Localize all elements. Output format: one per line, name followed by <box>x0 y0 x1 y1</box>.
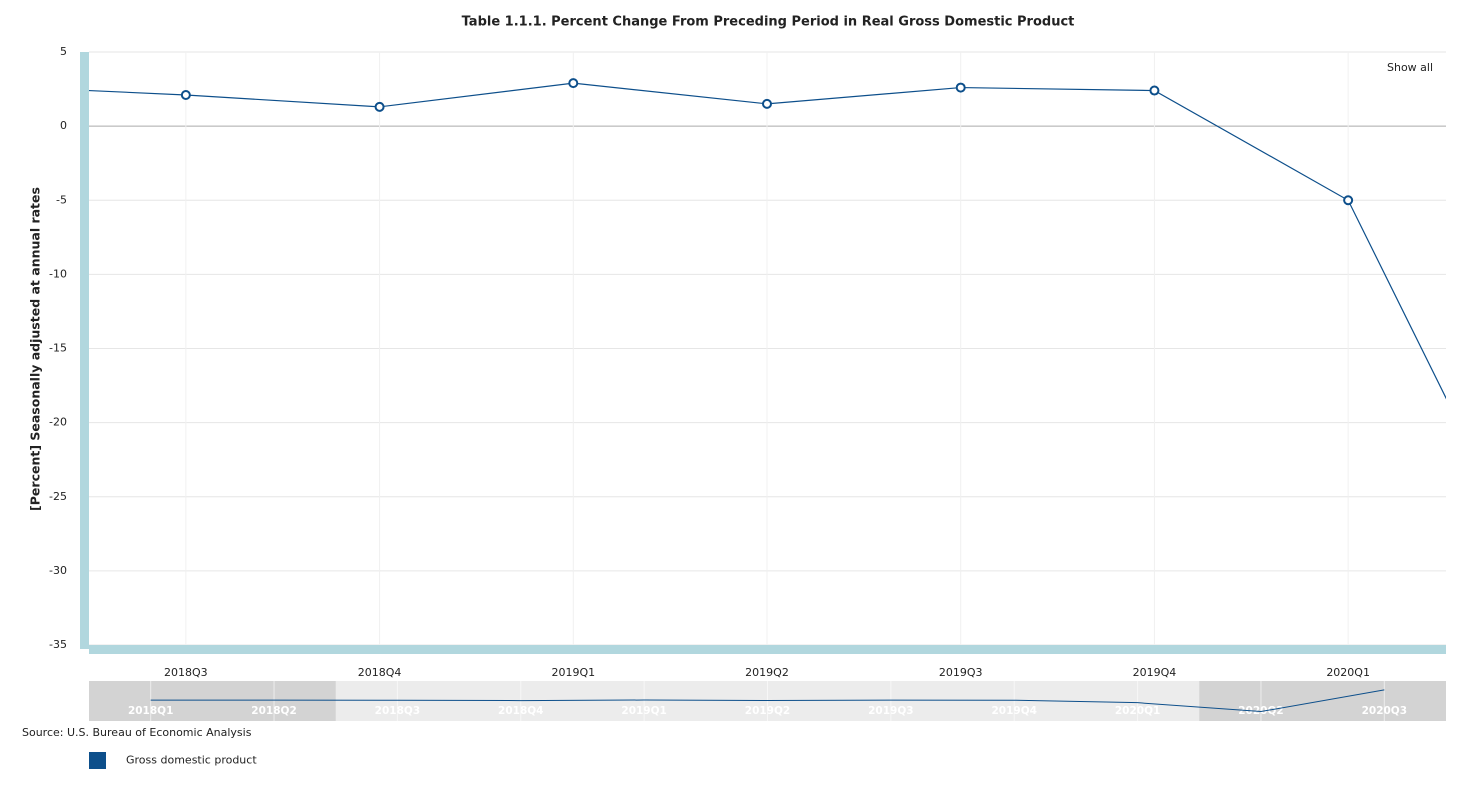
data-point <box>568 78 579 89</box>
y-tick-label: -35 <box>49 638 67 651</box>
y-tick-label: -30 <box>49 564 67 577</box>
show-all-button[interactable] <box>1376 58 1442 78</box>
navigator-label: 2019Q4 <box>991 705 1036 717</box>
x-tick-label: 2019Q1 <box>551 666 595 679</box>
y-tick-label: 0 <box>60 119 67 132</box>
grid <box>89 51 1446 646</box>
navigator-label: 2019Q1 <box>621 705 666 717</box>
y-axis-title: [Percent] Seasonally adjusted at annual … <box>28 187 43 511</box>
navigator-label: 2020Q2 <box>1238 705 1283 717</box>
navigator-line <box>150 689 1385 713</box>
navigator-label: 2018Q1 <box>128 705 173 717</box>
data-point <box>1149 85 1160 96</box>
data-point <box>762 98 772 109</box>
legend-swatch <box>89 752 106 769</box>
navigator-label: 2019Q2 <box>745 705 790 717</box>
x-tick-label: 2018Q4 <box>358 666 402 679</box>
legend-label: Gross domestic product <box>126 754 257 767</box>
show-all-label[interactable]: Show all <box>1387 61 1433 74</box>
x-tick-label: 2019Q2 <box>745 666 789 679</box>
data-point <box>955 82 966 93</box>
y-tick-label: -5 <box>56 193 67 206</box>
navigator-label: 2018Q2 <box>251 705 296 717</box>
y-tick-label: -15 <box>49 342 67 355</box>
navigator-label: 2018Q3 <box>375 705 420 717</box>
x-tick-label: 2019Q3 <box>939 666 983 679</box>
data-point <box>1343 195 1354 206</box>
y-tick-label: -25 <box>49 490 67 503</box>
navigator-label: 2019Q3 <box>868 705 913 717</box>
y-tick-label: -10 <box>49 267 67 280</box>
data-point <box>374 101 385 112</box>
y-axis-line <box>80 52 89 649</box>
navigator-label: 2020Q3 <box>1362 705 1407 717</box>
x-axis-line <box>89 645 1446 654</box>
source-note: Source: U.S. Bureau of Economic Analysis <box>22 726 252 739</box>
data-line <box>89 82 1446 400</box>
data-point <box>180 89 191 100</box>
x-tick-label: 2019Q4 <box>1133 666 1177 679</box>
chart-title: Table 1.1.1. Percent Change From Precedi… <box>462 15 1075 30</box>
plot <box>89 78 1446 400</box>
navigator-label: 2018Q4 <box>498 705 543 717</box>
y-tick-label: 5 <box>60 45 67 58</box>
x-tick-label: 2020Q1 <box>1326 666 1370 679</box>
y-tick-label: -20 <box>49 416 67 429</box>
navigator-label: 2020Q1 <box>1115 705 1160 717</box>
x-tick-label: 2018Q3 <box>164 666 208 679</box>
